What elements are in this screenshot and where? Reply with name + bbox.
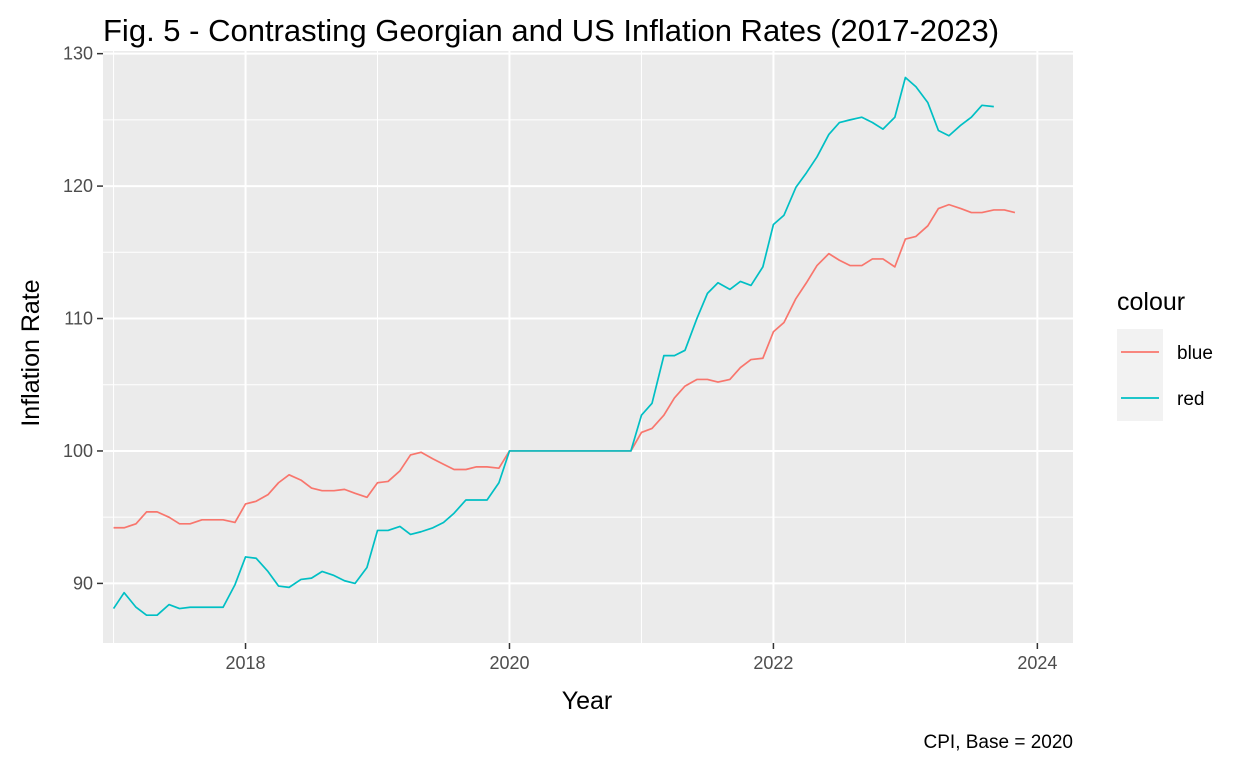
x-tick-label: 2020 (489, 653, 529, 673)
y-tick-label: 130 (63, 44, 93, 64)
axes: 2018 2020 2022 2024 90 100 110 120 130 (63, 44, 1057, 673)
panel-background (103, 51, 1073, 643)
x-tick-label: 2018 (226, 653, 266, 673)
series-line-red (112, 76, 994, 617)
legend-title: colour (1117, 288, 1185, 316)
plot-panel (103, 51, 1073, 643)
y-tick-label: 120 (63, 176, 93, 196)
legend-label-blue: blue (1177, 343, 1213, 364)
chart-title: Fig. 5 - Contrasting Georgian and US Inf… (103, 13, 999, 48)
x-axis-title: Year (562, 687, 613, 715)
y-axis-title: Inflation Rate (17, 279, 45, 426)
series-lines (112, 76, 1016, 617)
chart-caption: CPI, Base = 2020 (924, 732, 1073, 753)
legend: colour blue red (1117, 288, 1213, 421)
y-tick-label: 110 (64, 309, 93, 329)
legend-label-red: red (1177, 389, 1204, 410)
x-tick-label: 2024 (1017, 653, 1057, 673)
x-tick-label: 2022 (753, 653, 793, 673)
y-tick-label: 100 (63, 441, 93, 461)
y-tick-label: 90 (73, 573, 93, 593)
